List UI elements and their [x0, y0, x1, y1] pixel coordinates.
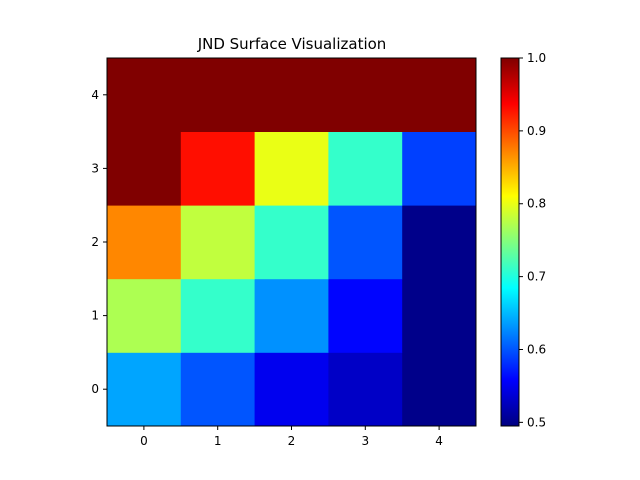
x-tick-label: 1 — [214, 434, 222, 448]
heatmap-cell-4-1 — [180, 58, 255, 132]
chart-title: JND Surface Visualization — [197, 35, 387, 53]
heatmap-cell-0-4 — [402, 352, 477, 427]
heatmap-cells — [107, 58, 477, 427]
heatmap-cell-3-3 — [328, 131, 403, 206]
colorbar: 0.5 0.6 0.7 0.8 0.9 1.0 — [500, 51, 546, 429]
heatmap-cell-1-0 — [107, 278, 182, 353]
heatmap-cell-2-0 — [107, 205, 182, 280]
heatmap-cell-3-1 — [180, 131, 255, 206]
heatmap-cell-3-2 — [254, 131, 329, 206]
y-tick-label: 4 — [91, 88, 99, 102]
heatmap-cell-1-3 — [328, 278, 403, 353]
x-tick-label: 4 — [435, 434, 443, 448]
colorbar-tick-label: 0.6 — [527, 342, 546, 356]
colorbar-tick-label: 0.8 — [527, 197, 546, 211]
heatmap-cell-3-4 — [402, 131, 477, 206]
colorbar-tick-label: 1.0 — [527, 51, 546, 65]
heatmap-cell-2-2 — [254, 205, 329, 280]
heatmap-cell-2-3 — [328, 205, 403, 280]
heatmap-cell-0-2 — [254, 352, 329, 427]
heatmap-cell-1-1 — [180, 278, 255, 353]
colorbar-tick-label: 0.7 — [527, 270, 546, 284]
x-tick-label: 3 — [361, 434, 369, 448]
heatmap-cell-0-3 — [328, 352, 403, 427]
heatmap-cell-4-2 — [254, 58, 329, 132]
heatmap-cell-4-0 — [107, 58, 182, 132]
heatmap-cell-3-0 — [107, 131, 182, 206]
x-tick-label: 2 — [288, 434, 296, 448]
colorbar-tick-label: 0.9 — [527, 124, 546, 138]
colorbar-frame — [500, 57, 520, 427]
heatmap-cell-4-3 — [328, 58, 403, 132]
heatmap-cell-0-1 — [180, 352, 255, 427]
heatmap-cell-1-4 — [402, 278, 477, 353]
x-axis: 0 1 2 3 4 — [140, 426, 443, 448]
y-axis: 0 1 2 3 4 — [91, 88, 107, 396]
heatmap-cell-1-2 — [254, 278, 329, 353]
heatmap-cell-0-0 — [107, 352, 182, 427]
y-tick-label: 3 — [91, 161, 99, 175]
colorbar-tick-label: 0.5 — [527, 415, 546, 429]
colorbar-gradient — [501, 58, 519, 426]
heatmap-cell-2-1 — [180, 205, 255, 280]
x-tick-label: 0 — [140, 434, 148, 448]
heatmap-cell-2-4 — [402, 205, 477, 280]
y-tick-label: 2 — [91, 235, 99, 249]
y-tick-label: 0 — [91, 382, 99, 396]
y-tick-label: 1 — [91, 309, 99, 323]
heatmap-cell-4-4 — [402, 58, 477, 132]
